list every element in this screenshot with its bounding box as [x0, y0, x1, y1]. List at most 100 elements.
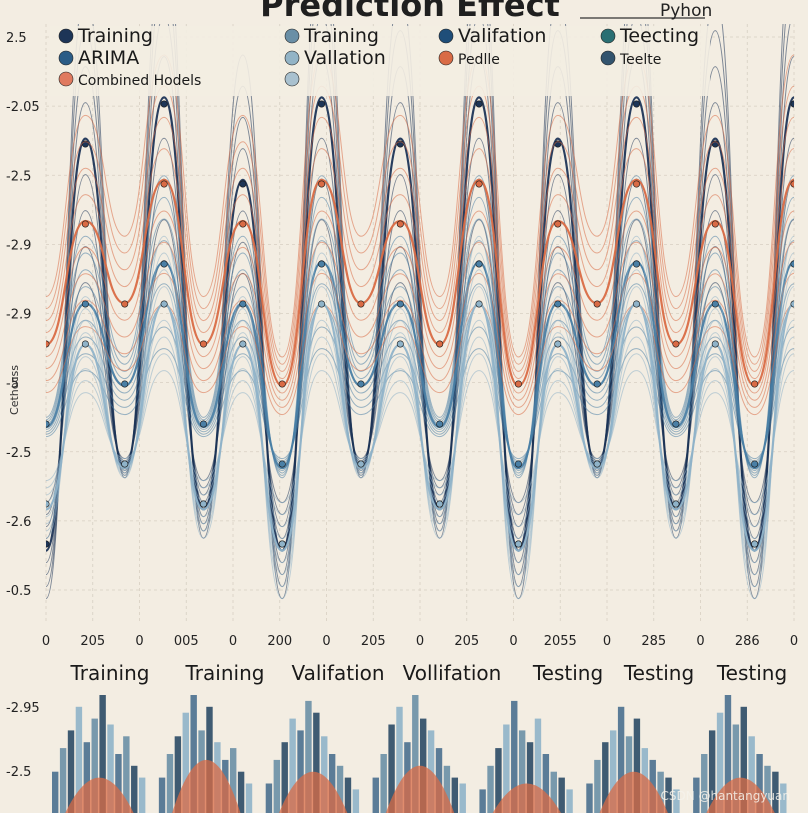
bar	[420, 718, 427, 813]
bar	[305, 700, 312, 813]
bar	[166, 754, 174, 813]
legend-marker	[58, 50, 74, 66]
data-point	[751, 380, 759, 388]
x-tick-label: 0	[603, 634, 611, 649]
legend-marker	[58, 28, 74, 44]
bar-group	[52, 695, 146, 813]
bar	[740, 706, 747, 813]
data-point	[81, 340, 89, 348]
y-tick-label: 2.5	[6, 31, 27, 46]
bar	[542, 754, 550, 813]
bar	[352, 789, 360, 813]
data-point	[633, 100, 641, 108]
legend: Training Training Valifation Teecting ARIMA V…	[50, 25, 710, 96]
x-tick-label: 0	[229, 634, 237, 649]
bar	[518, 730, 526, 813]
data-point	[554, 300, 562, 308]
x-tick-label: 205	[454, 634, 479, 649]
data-point	[121, 300, 129, 308]
data-point	[81, 300, 89, 308]
data-point	[554, 220, 562, 228]
bar	[772, 771, 779, 813]
data-point	[672, 420, 680, 428]
lower-y-ticks: -2.95 -2.5	[6, 701, 40, 780]
legend-label: ARIMA	[78, 47, 139, 69]
bar-overlay	[492, 783, 562, 813]
bar	[99, 695, 106, 813]
bar	[716, 712, 724, 813]
legend-box	[50, 26, 710, 96]
bar-group	[586, 706, 680, 813]
data-point	[790, 260, 794, 268]
lower-y-tick-label: -2.5	[6, 765, 31, 780]
bar-overlay	[65, 777, 134, 813]
data-point	[357, 300, 365, 308]
bar	[526, 742, 534, 813]
x-tick-label: 005	[174, 634, 199, 649]
data-point	[633, 300, 641, 308]
legend-marker	[438, 50, 454, 66]
data-point	[160, 180, 168, 188]
data-point	[46, 420, 50, 428]
bar	[289, 718, 296, 813]
x-tick-label: 205	[80, 634, 105, 649]
x-tick-label: 0	[416, 634, 424, 649]
bar	[610, 730, 617, 813]
series-line	[46, 348, 794, 460]
legend-label: Teecting	[619, 25, 699, 47]
legend-label: Training	[303, 25, 379, 47]
data-point	[436, 420, 444, 428]
bar	[328, 754, 336, 813]
data-point	[475, 180, 483, 188]
bar	[451, 777, 459, 813]
bar	[52, 771, 59, 813]
data-point	[318, 180, 326, 188]
y-tick-label: -2.5	[6, 169, 31, 184]
y-tick-label: -5	[6, 377, 19, 392]
data-point	[475, 260, 483, 268]
bar	[190, 695, 197, 813]
series-line	[46, 269, 794, 576]
data-point	[711, 340, 719, 348]
bar-group	[479, 700, 573, 813]
legend-label: Pedlle	[458, 52, 500, 68]
bar	[313, 712, 320, 813]
bar	[534, 718, 542, 813]
series-line	[46, 272, 794, 408]
bar	[566, 789, 573, 813]
data-point	[239, 220, 247, 228]
legend-item: Combined Hodels	[58, 71, 201, 89]
data-point	[121, 460, 129, 468]
legend-label: Vallation	[304, 47, 386, 69]
legend-label: Training	[77, 25, 153, 47]
legend-item: Pedlle	[438, 50, 500, 68]
data-point	[790, 180, 794, 188]
data-point	[396, 340, 404, 348]
bar	[701, 754, 708, 813]
bar	[174, 736, 182, 813]
data-point	[554, 340, 562, 348]
bar	[748, 736, 755, 813]
data-point	[751, 460, 759, 468]
data-point	[160, 260, 168, 268]
legend-marker	[284, 28, 300, 44]
data-point	[396, 220, 404, 228]
series-line	[46, 336, 794, 528]
data-point	[239, 180, 247, 188]
data-point	[436, 340, 444, 348]
x-tick-label: 286	[735, 634, 760, 649]
series-line	[46, 235, 794, 600]
legend-label: Teelte	[619, 52, 661, 68]
bar	[724, 695, 732, 813]
legend-marker	[600, 50, 616, 66]
lower-bar-panel	[52, 695, 787, 813]
data-point	[672, 340, 680, 348]
bar	[237, 771, 245, 813]
data-point	[357, 460, 365, 468]
series-testing	[46, 235, 794, 600]
bar	[780, 783, 787, 813]
data-point	[199, 340, 207, 348]
bar-overlay	[278, 771, 348, 813]
bar-overlay	[599, 771, 668, 813]
data-point	[318, 260, 326, 268]
